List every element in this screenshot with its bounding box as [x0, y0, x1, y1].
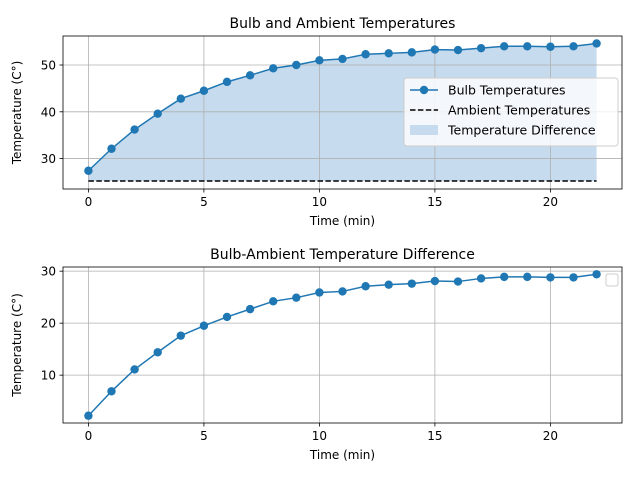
- chart-2: 0 5 10 15 20 10 20 30 Bulb-Ambient Temperature D…: [10, 247, 623, 462]
- data-point: [315, 56, 324, 65]
- data-point: [338, 287, 347, 296]
- data-point: [476, 43, 486, 53]
- chart-1: 0 5 10 15 20 30 40 50 Bulb and Ambient Temperatu…: [10, 16, 623, 228]
- legend-entry: Bulb Temperatures: [448, 83, 566, 98]
- data-point: [523, 272, 532, 282]
- data-point: [407, 279, 416, 288]
- data-point: [476, 274, 486, 283]
- y-axis-label: Temperature (C°): [10, 293, 24, 398]
- data-point: [292, 60, 301, 70]
- chart-title: Bulb-Ambient Temperature Difference: [210, 247, 475, 263]
- data-point: [384, 280, 393, 289]
- x-tick-label: 0: [85, 429, 93, 443]
- data-point: [315, 288, 324, 297]
- chart-title: Bulb and Ambient Temperatures: [230, 16, 456, 32]
- x-tick-label: 15: [427, 429, 442, 443]
- data-point: [453, 277, 463, 286]
- data-point: [84, 411, 93, 420]
- y-tick-label: 30: [41, 265, 56, 279]
- data-point: [107, 387, 116, 396]
- x-tick-label: 10: [312, 429, 327, 443]
- data-point: [453, 45, 463, 55]
- y-tick-label: 20: [41, 317, 56, 331]
- x-tick-label: 10: [312, 195, 327, 209]
- legend-box: [605, 273, 619, 287]
- data-point: [245, 304, 255, 314]
- data-point: [269, 64, 278, 73]
- data-point: [107, 144, 116, 153]
- data-point: [199, 86, 209, 95]
- data-point: [176, 331, 186, 340]
- data-point: [523, 42, 532, 51]
- data-point: [222, 312, 232, 322]
- data-point: [338, 54, 347, 64]
- y-axis-label: Temperature (C°): [10, 61, 24, 166]
- data-point: [130, 125, 139, 134]
- axes-frame: [62, 35, 623, 190]
- data-point: [499, 272, 509, 282]
- x-tick-label: 20: [543, 195, 558, 209]
- x-tick-label: 20: [543, 429, 558, 443]
- data-point: [222, 77, 232, 87]
- data-point: [361, 282, 370, 291]
- data-point: [430, 45, 440, 54]
- data-point: [499, 42, 509, 51]
- x-tick-label: 15: [427, 195, 442, 209]
- y-tick-label: 40: [41, 105, 56, 119]
- data-point: [176, 94, 186, 103]
- legend-box: [403, 77, 619, 147]
- data-point: [430, 276, 440, 286]
- x-axis-label: Time (min): [309, 448, 375, 462]
- data-point: [569, 42, 578, 51]
- data-point: [592, 39, 601, 48]
- y-tick-label: 30: [41, 152, 56, 166]
- data-point: [592, 270, 601, 279]
- x-tick-label: 5: [200, 195, 208, 209]
- data-point: [153, 348, 162, 357]
- legend-entry: Temperature Difference: [447, 123, 596, 138]
- data-point: [84, 166, 93, 175]
- legend-entry: Ambient Temperatures: [448, 103, 590, 118]
- data-point: [546, 273, 555, 282]
- legend-bulb-marker: [419, 85, 429, 95]
- y-tick-label: 10: [41, 369, 56, 383]
- data-point: [153, 109, 162, 118]
- data-point: [569, 273, 578, 282]
- data-point: [407, 48, 416, 57]
- data-point: [269, 297, 278, 306]
- x-tick-label: 5: [200, 429, 208, 443]
- data-point: [384, 49, 393, 58]
- data-point: [546, 42, 555, 51]
- legend-difference-swatch: [410, 125, 438, 135]
- x-tick-label: 0: [85, 195, 93, 209]
- x-axis-label: Time (min): [309, 214, 375, 228]
- data-point: [361, 50, 370, 59]
- y-tick-label: 50: [41, 59, 56, 73]
- data-point: [199, 321, 209, 330]
- axes-frame: [62, 266, 623, 424]
- data-point: [245, 71, 255, 80]
- data-point: [292, 293, 301, 302]
- data-point: [130, 365, 139, 374]
